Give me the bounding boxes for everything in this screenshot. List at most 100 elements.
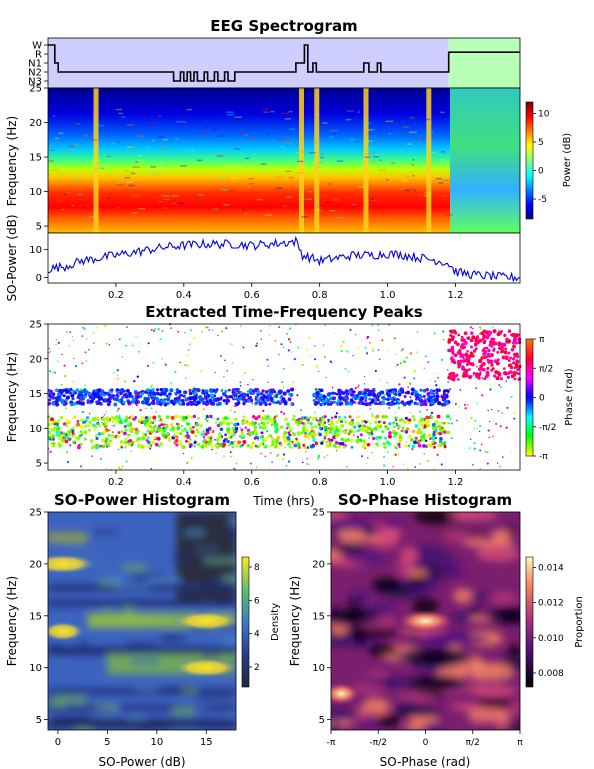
peak-dot (398, 383, 401, 386)
peak-dot (402, 360, 406, 363)
peak-dot (101, 417, 106, 422)
spectrogram-texture-stroke (94, 166, 100, 168)
power-hist-texture (122, 564, 147, 571)
peak-dot (105, 411, 107, 413)
peak-dot (214, 421, 218, 424)
peak-dot (230, 431, 234, 435)
peak-dot (256, 342, 259, 345)
power-hist-texture (54, 658, 65, 663)
peak-dot (55, 338, 58, 341)
peak-dot (242, 402, 246, 406)
phase-hist-xlabel: SO-Phase (rad) (380, 755, 471, 769)
peak-dot (407, 386, 409, 388)
peak-dot (125, 344, 128, 347)
spectrogram-texture-stroke (138, 207, 146, 210)
peak-dot (426, 423, 430, 428)
peak-dot (475, 387, 478, 390)
spectrogram-texture-stroke (83, 134, 88, 137)
peak-dot (324, 324, 327, 327)
spectrogram-texture-stroke (297, 160, 304, 163)
peak-dot (181, 445, 183, 448)
peak-dot (273, 390, 277, 394)
peak-dot (168, 438, 172, 442)
spectrogram-texture-stroke (66, 191, 70, 194)
spectrogram-texture-stroke (61, 208, 65, 211)
peak-dot (307, 463, 310, 465)
peak-dot (140, 415, 145, 420)
peak-dot (502, 367, 506, 370)
peak-dot (97, 389, 101, 393)
peak-dot (472, 374, 475, 377)
spectrogram-texture-stroke (330, 129, 338, 132)
peak-dot (364, 346, 367, 349)
peak-dot (409, 412, 411, 414)
spectrogram-wake-region (450, 88, 520, 233)
peak-dot (401, 419, 406, 423)
peak-dot (433, 445, 436, 449)
phase-hist-blob (466, 684, 518, 697)
peak-dot (406, 390, 411, 395)
peak-dot (300, 409, 302, 412)
peak-dot (254, 416, 257, 418)
spectrogram-texture-stroke (223, 204, 231, 206)
spectrogram-texture-stroke (159, 136, 163, 139)
peak-dot (479, 449, 482, 452)
spectrogram-texture-stroke (385, 120, 394, 123)
peak-dot (167, 395, 171, 399)
phase-hist-dark-region (480, 603, 520, 628)
peak-dot (239, 385, 242, 387)
peak-dot (444, 394, 449, 399)
peak-dot (146, 436, 150, 440)
spectrogram-texture-stroke (196, 159, 203, 162)
peak-dot (386, 451, 389, 454)
peak-dot (234, 417, 238, 421)
peak-dot (405, 441, 408, 443)
spectrogram-texture-stroke (434, 121, 441, 124)
spectrogram-texture-stroke (317, 210, 322, 212)
spectrogram-texture-stroke (86, 122, 90, 124)
spectrogram-texture-stroke (413, 189, 417, 192)
peak-dot (278, 441, 282, 445)
peak-dot (230, 440, 235, 445)
peak-dot (129, 428, 134, 433)
peak-dot (471, 335, 476, 340)
peak-dot (89, 439, 94, 443)
peak-dot (325, 440, 329, 444)
peak-dot (49, 370, 52, 373)
peak-dot (453, 353, 458, 358)
peak-dot (495, 376, 500, 381)
peaks-dots (47, 322, 522, 472)
peaks-xtick-label: 0.6 (244, 477, 260, 488)
peak-dot (323, 421, 327, 424)
peak-dot (405, 356, 408, 359)
peak-dot (176, 431, 180, 435)
peak-dot (367, 392, 372, 397)
peak-dot (516, 367, 520, 371)
peak-dot (346, 369, 348, 372)
spectrogram-texture-stroke (144, 117, 147, 119)
peak-dot (392, 466, 394, 468)
spectrogram-texture-stroke (180, 165, 188, 167)
peak-dot (366, 431, 369, 434)
peak-dot (317, 403, 319, 405)
spectrogram-texture-stroke (89, 215, 96, 218)
peak-dot (371, 415, 375, 418)
peak-dot (424, 355, 427, 358)
spectrogram-texture-stroke (221, 189, 229, 191)
peak-dot (65, 424, 69, 428)
peak-dot (194, 424, 198, 427)
spectrogram-texture-stroke (117, 141, 120, 143)
peak-dot (445, 402, 449, 406)
peak-dot (349, 328, 352, 331)
peak-dot (67, 420, 72, 425)
peak-dot (186, 364, 188, 367)
peak-dot (108, 400, 112, 404)
peak-dot (423, 420, 428, 425)
spectrogram-texture-stroke (431, 151, 437, 154)
peak-dot (261, 389, 265, 393)
peak-dot (262, 395, 266, 399)
peak-dot (262, 400, 266, 404)
peak-dot (105, 437, 109, 441)
peak-dot (287, 425, 291, 430)
peak-dot (506, 375, 510, 380)
